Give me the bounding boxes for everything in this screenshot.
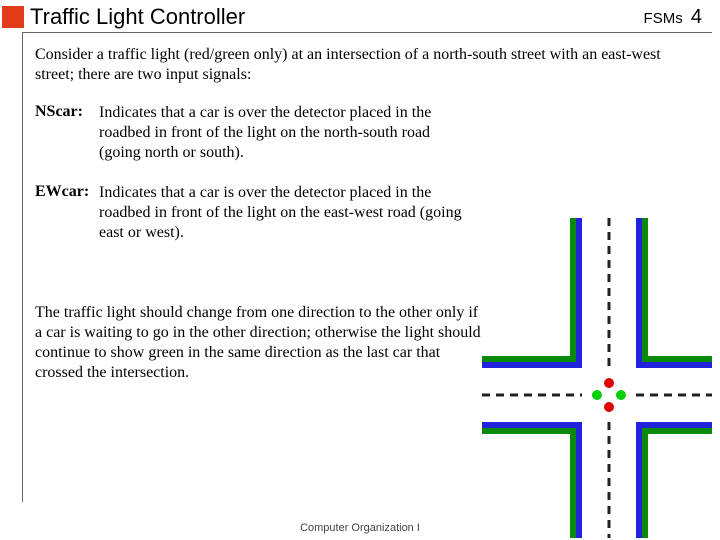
def-ewcar-text: Indicates that a car is over the detecto… bbox=[99, 183, 465, 243]
footer-text: Computer Organization I bbox=[0, 522, 720, 534]
section-label: FSMs bbox=[644, 10, 683, 27]
slide-section-page: FSMs 4 bbox=[644, 6, 712, 29]
intersection-diagram bbox=[482, 218, 712, 538]
def-nscar: NScar: Indicates that a car is over the … bbox=[35, 103, 465, 163]
def-ewcar: EWcar: Indicates that a car is over the … bbox=[35, 183, 465, 243]
def-ewcar-label: EWcar: bbox=[35, 183, 99, 243]
content-frame: Consider a traffic light (red/green only… bbox=[22, 32, 712, 502]
def-nscar-text: Indicates that a car is over the detecto… bbox=[99, 103, 465, 163]
def-nscar-label: NScar: bbox=[35, 103, 99, 163]
slide-title: Traffic Light Controller bbox=[30, 4, 644, 30]
header-bullet-square bbox=[2, 6, 24, 28]
slide-header: Traffic Light Controller FSMs 4 bbox=[0, 0, 720, 32]
page-number: 4 bbox=[691, 6, 702, 28]
bottom-note: The traffic light should change from one… bbox=[35, 303, 485, 383]
intro-text: Consider a traffic light (red/green only… bbox=[35, 45, 695, 85]
